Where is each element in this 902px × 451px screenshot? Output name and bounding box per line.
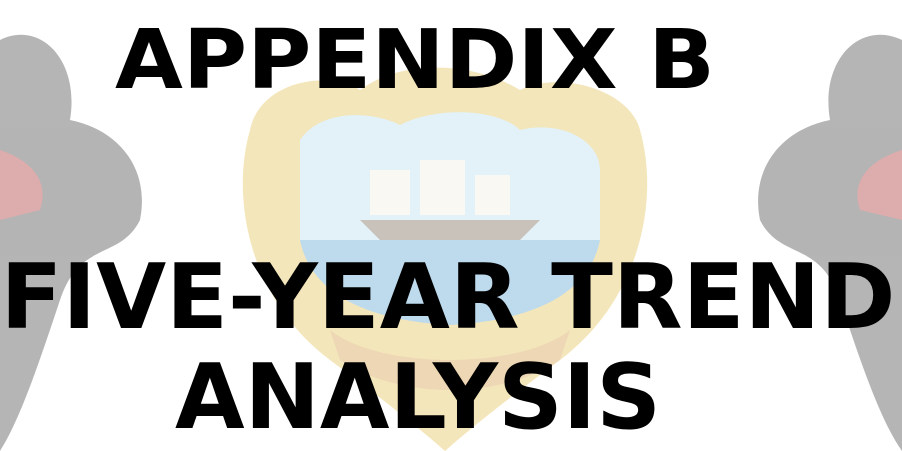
heading-line: FIVE-YEAR TREND <box>1 245 896 350</box>
page: {"header": {"title": "APPENDIX B"}, "bod… <box>0 0 902 451</box>
appendix-title: APPENDIX B <box>115 13 715 108</box>
heading-line: ANALYSIS <box>175 345 661 450</box>
slide: APPENDIX B FIVE-YEAR TREND ANALYSIS <box>0 0 902 451</box>
